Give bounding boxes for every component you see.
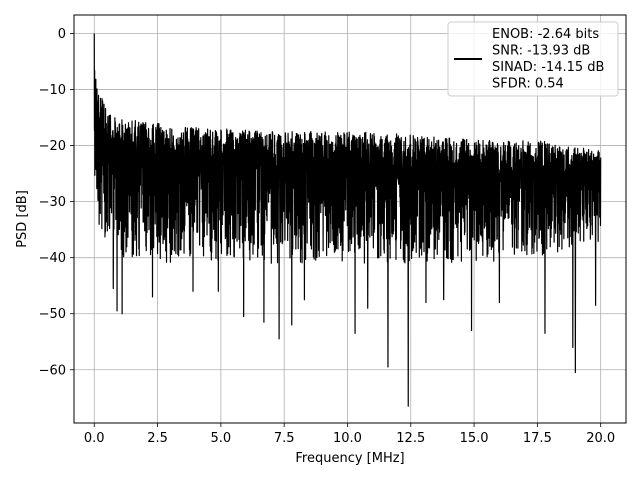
y-tick-label: −30 (39, 195, 66, 210)
y-tick-label: −10 (39, 83, 66, 98)
x-tick-label: 12.5 (396, 431, 425, 446)
y-tick-label: 0 (58, 27, 66, 42)
y-tick-label: −50 (39, 307, 66, 322)
x-tick-label: 0.0 (84, 431, 105, 446)
legend-entry-sinad: SINAD: -14.15 dB (492, 60, 604, 75)
legend: ENOB: -2.64 bits SNR: -13.93 dB SINAD: -… (447, 21, 619, 97)
x-tick-label: 7.5 (274, 431, 295, 446)
psd-series (93, 33, 602, 407)
y-tick-label: −20 (39, 139, 66, 154)
x-tick-label: 10.0 (333, 431, 362, 446)
x-axis-ticks: 0.0 2.5 5.0 7.5 10.0 12.5 15.0 17.5 20.0 (84, 423, 615, 446)
legend-entry-snr: SNR: -13.93 dB (492, 44, 590, 59)
x-axis-label: Frequency [MHz] (295, 451, 404, 466)
x-tick-label: 17.5 (523, 431, 552, 446)
legend-box (447, 21, 619, 97)
legend-entry-sfdr: SFDR: 0.54 (492, 77, 564, 92)
x-tick-label: 5.0 (211, 431, 232, 446)
y-axis-label: PSD [dB] (15, 190, 30, 248)
y-axis-ticks: 0 −10 −20 −30 −40 −50 −60 (39, 27, 74, 378)
legend-entry-enob: ENOB: -2.64 bits (492, 27, 599, 42)
plot-frame (73, 14, 627, 424)
x-tick-label: 15.0 (460, 431, 489, 446)
psd-trace-line (93, 33, 602, 407)
x-tick-label: 20.0 (586, 431, 615, 446)
y-tick-label: −40 (39, 251, 66, 266)
x-tick-label: 2.5 (147, 431, 168, 446)
y-tick-label: −60 (39, 363, 66, 378)
